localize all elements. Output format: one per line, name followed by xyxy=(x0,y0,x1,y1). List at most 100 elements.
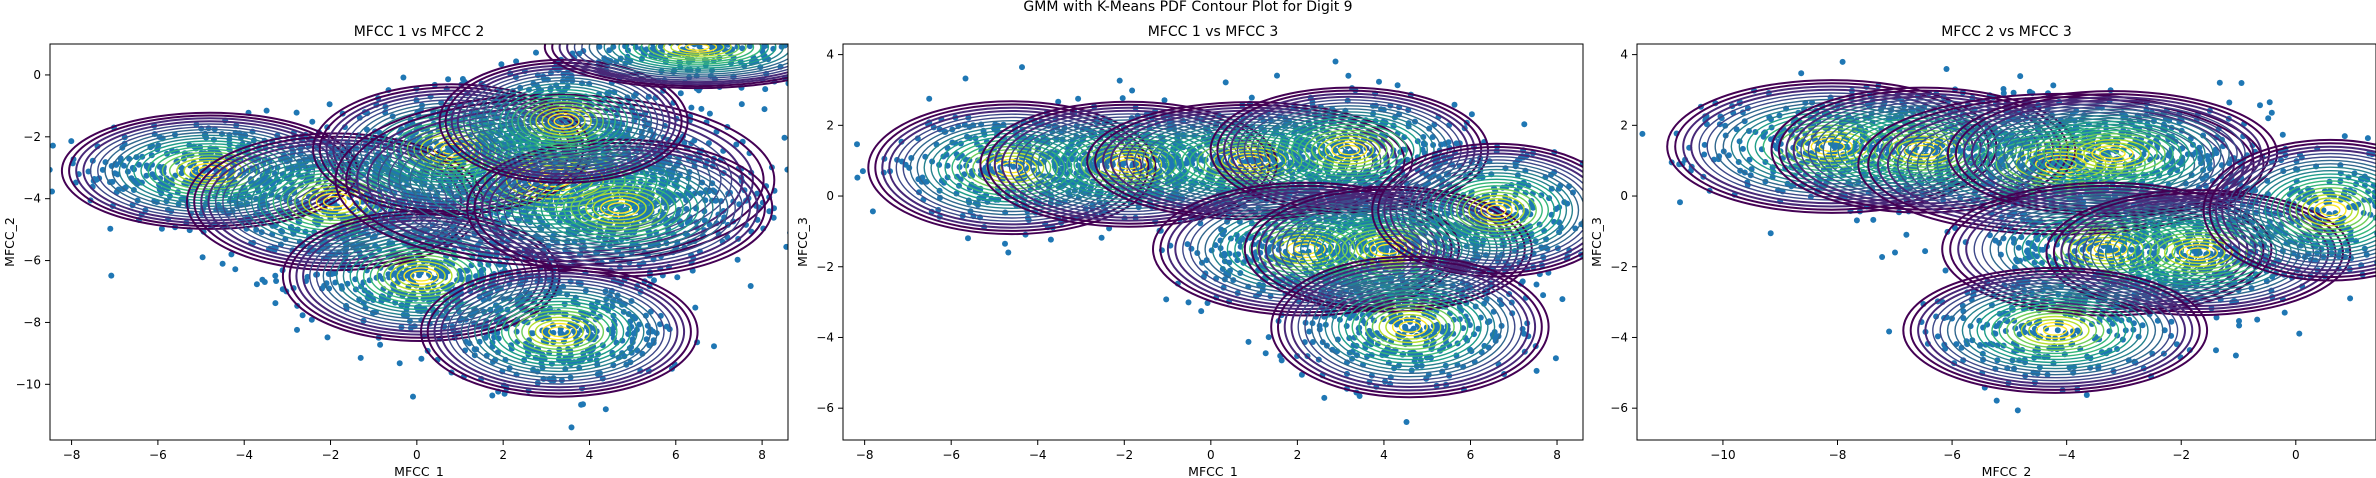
contour-component xyxy=(438,58,689,184)
data-point xyxy=(1098,234,1105,241)
data-point xyxy=(1005,249,1012,256)
data-point xyxy=(1468,111,1475,118)
contour-line xyxy=(475,77,653,166)
contour-line xyxy=(640,44,755,63)
data-point xyxy=(734,256,741,263)
data-point xyxy=(696,44,703,50)
contour-line xyxy=(494,300,625,363)
data-point xyxy=(143,172,150,179)
data-point xyxy=(708,44,715,51)
contour-line xyxy=(510,158,729,258)
y-tick-label: −4 xyxy=(23,192,41,206)
data-point xyxy=(299,312,306,319)
data-point xyxy=(449,261,456,268)
contour-line xyxy=(521,313,598,351)
contour-line xyxy=(523,101,604,142)
contour-line xyxy=(527,316,591,347)
data-point xyxy=(568,424,575,431)
data-point xyxy=(272,272,279,279)
contour-line xyxy=(433,272,686,392)
contour-line xyxy=(541,109,586,133)
contour-line xyxy=(603,44,788,73)
data-point xyxy=(1345,72,1352,79)
data-point xyxy=(135,161,142,168)
contour-line xyxy=(517,98,610,145)
data-point xyxy=(916,189,922,196)
data-point xyxy=(738,101,745,108)
contour-line xyxy=(505,92,622,151)
contour-line xyxy=(588,44,788,77)
contour-line xyxy=(534,319,584,344)
data-point xyxy=(1129,87,1136,94)
data-point xyxy=(697,190,704,197)
data-point xyxy=(272,300,279,307)
data-point xyxy=(688,104,695,111)
data-point xyxy=(961,171,968,178)
data-point xyxy=(561,301,568,308)
contour-line xyxy=(648,44,747,61)
contour-line xyxy=(467,288,652,376)
data-point xyxy=(1121,160,1128,167)
contour-line xyxy=(507,307,611,357)
contour-line xyxy=(447,278,672,385)
x-tick-label: 4 xyxy=(586,448,594,462)
y-tick-label: −6 xyxy=(23,254,41,268)
data-point xyxy=(761,106,768,113)
data-point xyxy=(410,393,416,400)
data-point xyxy=(50,142,56,149)
data-point xyxy=(228,251,235,258)
plot-area xyxy=(50,44,788,431)
contour-line xyxy=(426,268,692,395)
data-point xyxy=(466,274,473,281)
contour-line xyxy=(618,44,777,69)
axes-frame xyxy=(49,43,789,441)
contour-line xyxy=(322,195,347,208)
contour-line xyxy=(383,257,460,295)
data-point xyxy=(962,75,969,82)
contour-line xyxy=(462,143,647,217)
data-point xyxy=(263,107,270,114)
contour-line xyxy=(456,67,671,175)
data-point xyxy=(965,235,971,242)
y-tick-label: −8 xyxy=(23,315,41,329)
plot-area xyxy=(854,58,1583,425)
data-point xyxy=(259,276,266,283)
data-point xyxy=(766,208,773,215)
contour-line xyxy=(496,152,744,264)
data-point xyxy=(418,355,425,362)
data-point xyxy=(1019,64,1025,71)
contour-line xyxy=(625,44,770,67)
contour-line xyxy=(362,248,480,304)
contour-line xyxy=(555,178,684,238)
data-point xyxy=(649,44,656,47)
contour-line xyxy=(474,291,645,373)
contour-component xyxy=(543,44,788,90)
data-point xyxy=(50,188,55,195)
data-point xyxy=(628,344,635,351)
data-point xyxy=(1116,77,1123,84)
data-point xyxy=(326,101,333,108)
data-point xyxy=(1332,58,1339,65)
data-point xyxy=(293,109,300,116)
data-point xyxy=(498,61,505,68)
data-point xyxy=(445,76,452,83)
figure-title: GMM with K-Means PDF Contour Plot for Di… xyxy=(1023,0,1352,15)
data-point xyxy=(219,260,226,267)
contour-line xyxy=(481,80,647,163)
data-point xyxy=(1002,240,1008,247)
contour-line xyxy=(548,326,571,338)
data-point xyxy=(309,118,316,125)
data-point xyxy=(781,134,788,141)
contour-line xyxy=(487,83,640,160)
data-point xyxy=(1010,163,1017,170)
data-point xyxy=(854,174,861,181)
data-point xyxy=(533,49,539,56)
x-tick-label: −8 xyxy=(63,448,81,462)
data-point xyxy=(108,272,115,279)
data-point xyxy=(783,243,788,250)
data-point xyxy=(1060,179,1067,186)
contour-line xyxy=(685,44,710,51)
data-point xyxy=(677,90,684,97)
contour-line xyxy=(420,265,699,398)
data-point xyxy=(99,166,106,173)
